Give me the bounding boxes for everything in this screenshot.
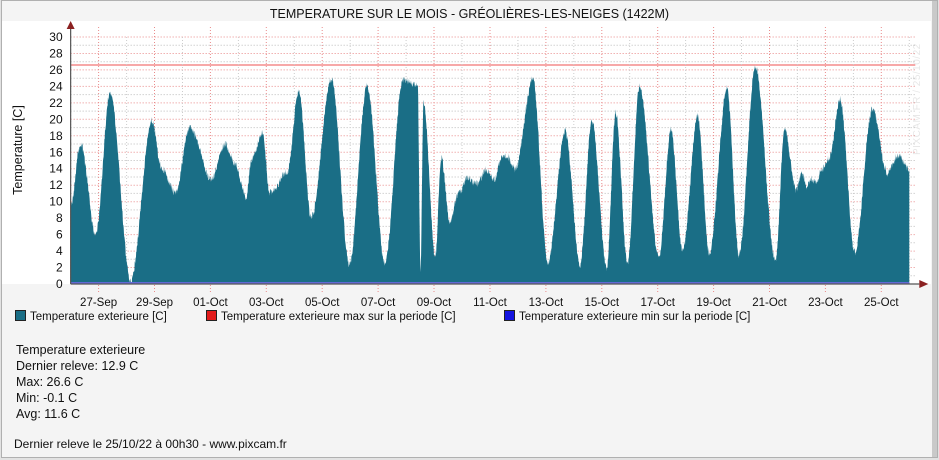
svg-text:29-Sep: 29-Sep — [136, 297, 173, 309]
svg-text:21-Oct: 21-Oct — [752, 297, 787, 309]
svg-text:6: 6 — [56, 228, 63, 242]
svg-text:8: 8 — [56, 211, 63, 225]
svg-text:2: 2 — [56, 261, 63, 275]
svg-text:28: 28 — [49, 47, 63, 61]
svg-text:07-Oct: 07-Oct — [361, 297, 396, 309]
svg-text:27-Sep: 27-Sep — [80, 297, 117, 309]
svg-text:26: 26 — [49, 63, 63, 77]
svg-text:15-Oct: 15-Oct — [585, 297, 620, 309]
svg-text:30: 30 — [49, 30, 63, 44]
svg-text:10: 10 — [49, 195, 63, 209]
svg-text:20: 20 — [49, 112, 63, 126]
svg-text:09-Oct: 09-Oct — [417, 297, 452, 309]
svg-text:12: 12 — [49, 178, 63, 192]
svg-text:13-Oct: 13-Oct — [529, 297, 564, 309]
svg-text:19-Oct: 19-Oct — [696, 297, 731, 309]
svg-text:22: 22 — [49, 96, 63, 110]
svg-text:0: 0 — [56, 277, 63, 291]
svg-text:17-Oct: 17-Oct — [640, 297, 675, 309]
svg-text:14: 14 — [49, 162, 63, 176]
svg-text:05-Oct: 05-Oct — [305, 297, 340, 309]
svg-text:11-Oct: 11-Oct — [473, 297, 507, 309]
svg-text:18: 18 — [49, 129, 63, 143]
svg-text:25-Oct: 25-Oct — [864, 297, 899, 309]
svg-text:4: 4 — [56, 244, 63, 258]
svg-text:01-Oct: 01-Oct — [193, 297, 228, 309]
svg-text:23-Oct: 23-Oct — [808, 297, 843, 309]
svg-text:24: 24 — [49, 79, 63, 93]
svg-text:03-Oct: 03-Oct — [249, 297, 284, 309]
svg-text:16: 16 — [49, 145, 63, 159]
